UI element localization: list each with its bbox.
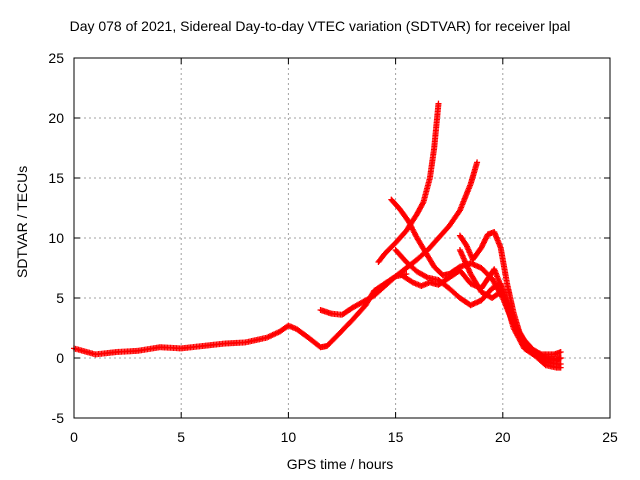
x-tick-label: 15 <box>388 429 404 445</box>
chart-title: Day 078 of 2021, Sidereal Day-to-day VTE… <box>69 18 571 34</box>
plus-marker <box>474 159 481 166</box>
plus-marker <box>557 364 564 371</box>
plus-marker <box>557 349 564 355</box>
gridlines <box>74 58 610 418</box>
series-track-b <box>375 100 442 265</box>
plot-frame <box>73 57 611 419</box>
x-tick-label: 20 <box>495 429 511 445</box>
series-track-f <box>456 229 564 358</box>
y-tick-label: 15 <box>48 170 64 186</box>
x-axis-label: GPS time / hours <box>286 456 394 472</box>
y-tick-label: 5 <box>56 290 64 306</box>
plus-marker <box>557 355 564 361</box>
series-track-g <box>456 247 564 364</box>
data-markers <box>71 100 564 371</box>
x-tick-label: 0 <box>70 429 78 445</box>
x-tick-label: 10 <box>281 429 297 445</box>
plus-marker <box>419 200 426 207</box>
plus-marker <box>435 100 442 107</box>
x-tick-label: 5 <box>177 429 185 445</box>
y-tick-label: 20 <box>48 110 64 126</box>
y-tick-label: 10 <box>48 230 64 246</box>
y-tick-label: 25 <box>48 50 64 66</box>
series-base <box>71 271 410 358</box>
x-tick-label: 25 <box>602 429 618 445</box>
plus-marker <box>541 354 548 361</box>
x-axis-ticks: 0 5 10 15 20 25 <box>70 58 618 445</box>
y-tick-label: -5 <box>52 410 65 426</box>
plus-marker <box>423 273 430 280</box>
plus-marker <box>503 299 510 306</box>
y-tick-label: 0 <box>56 350 64 366</box>
